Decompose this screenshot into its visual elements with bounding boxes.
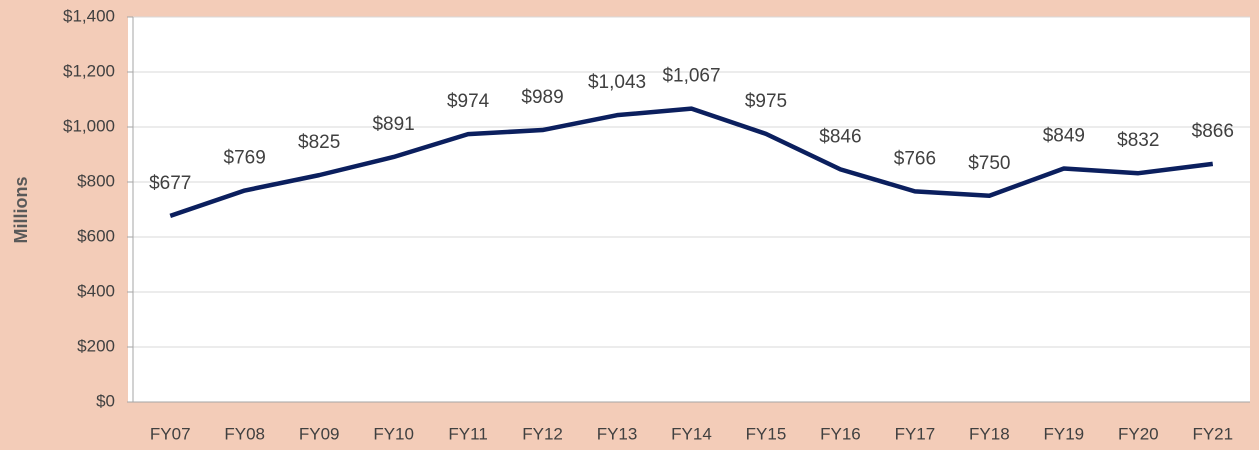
plot-area bbox=[128, 17, 1250, 402]
data-label: $849 bbox=[1043, 126, 1085, 147]
data-label: $989 bbox=[521, 87, 563, 108]
y-tick-label: $400 bbox=[77, 281, 115, 300]
x-tick-label: FY08 bbox=[224, 424, 265, 443]
data-line bbox=[169, 106, 1214, 218]
data-label: $750 bbox=[968, 153, 1010, 174]
y-tick-label: $200 bbox=[77, 336, 115, 355]
x-tick-label: FY21 bbox=[1192, 424, 1233, 443]
data-label: $1,043 bbox=[588, 72, 646, 93]
data-label: $846 bbox=[819, 126, 861, 147]
y-tick-label: $1,200 bbox=[63, 61, 115, 80]
data-label: $975 bbox=[745, 91, 787, 112]
data-label: $677 bbox=[149, 173, 191, 194]
y-tick-label: $0 bbox=[96, 391, 115, 410]
y-tick-label: $800 bbox=[77, 171, 115, 190]
data-label: $866 bbox=[1192, 121, 1234, 142]
x-tick-label: FY12 bbox=[522, 424, 563, 443]
data-label: $832 bbox=[1117, 130, 1159, 151]
x-tick-label: FY16 bbox=[820, 424, 861, 443]
data-label: $769 bbox=[224, 148, 266, 169]
data-label: $891 bbox=[372, 114, 414, 135]
x-tick-label: FY20 bbox=[1118, 424, 1159, 443]
data-label: $766 bbox=[894, 148, 936, 169]
x-tick-label: FY11 bbox=[448, 424, 487, 443]
y-tick-label: $1,400 bbox=[63, 6, 115, 25]
x-tick-label: FY09 bbox=[299, 424, 340, 443]
x-tick-label: FY07 bbox=[150, 424, 191, 443]
x-tick-label: FY17 bbox=[895, 424, 936, 443]
data-label: $825 bbox=[298, 132, 340, 153]
data-label: $974 bbox=[447, 91, 490, 112]
x-tick-label: FY13 bbox=[597, 424, 638, 443]
x-tick-label: FY14 bbox=[671, 424, 712, 443]
data-label: $1,067 bbox=[662, 66, 720, 87]
x-tick-label: FY15 bbox=[746, 424, 787, 443]
y-tick-label: $600 bbox=[77, 226, 115, 245]
x-tick-label: FY18 bbox=[969, 424, 1010, 443]
y-tick-label: $1,000 bbox=[63, 116, 115, 135]
x-tick-label: FY19 bbox=[1044, 424, 1085, 443]
x-tick-label: FY10 bbox=[373, 424, 414, 443]
y-axis-label: Millions bbox=[11, 177, 31, 244]
